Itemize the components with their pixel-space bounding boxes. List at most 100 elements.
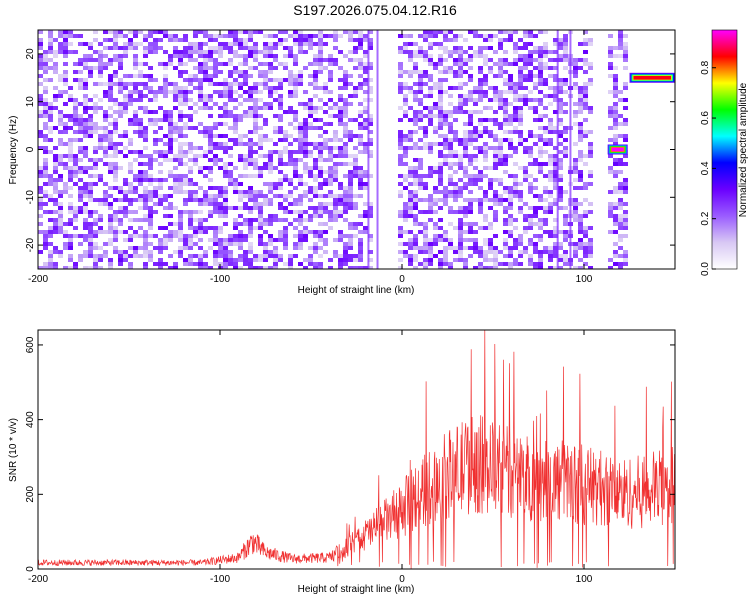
heatmap-cell xyxy=(108,114,113,118)
heatmap-cell xyxy=(233,50,238,54)
heatmap-cell xyxy=(563,238,568,242)
heatmap-cell xyxy=(463,102,468,106)
heatmap-cell xyxy=(258,106,263,110)
heatmap-cell xyxy=(228,50,233,54)
heatmap-cell xyxy=(273,182,278,186)
heatmap-cell xyxy=(318,98,323,102)
heatmap-cell xyxy=(263,50,268,54)
heatmap-cell xyxy=(518,206,523,210)
heatmap-cell xyxy=(508,118,513,122)
heatmap-cell xyxy=(418,46,423,50)
heatmap-cell xyxy=(278,194,283,198)
heatmap-cell xyxy=(243,90,248,94)
heatmap-cell xyxy=(573,170,578,174)
heatmap-cell xyxy=(238,254,243,258)
heatmap-cell xyxy=(358,30,363,34)
heatmap-cell xyxy=(348,238,353,242)
heatmap-cell xyxy=(528,134,533,138)
heatmap-cell xyxy=(613,46,618,50)
heatmap-cell xyxy=(248,74,253,78)
heatmap-cell xyxy=(413,222,418,226)
heatmap-cell xyxy=(68,194,73,198)
heatmap-cell xyxy=(38,58,43,62)
heatmap-cell xyxy=(403,82,408,86)
heatmap-cell xyxy=(368,90,373,94)
heatmap-cell xyxy=(453,182,458,186)
heatmap-cell xyxy=(573,198,578,202)
heatmap-cell xyxy=(243,254,248,258)
heatmap-cell xyxy=(253,114,258,118)
heatmap-cell xyxy=(203,62,208,66)
heatmap-cell xyxy=(138,150,143,154)
heatmap-cell xyxy=(238,238,243,242)
heatmap-cell xyxy=(73,118,78,122)
heatmap-cell xyxy=(443,78,448,82)
heatmap-cell xyxy=(308,262,313,266)
heatmap-cell xyxy=(268,78,273,82)
heatmap-cell xyxy=(498,250,503,254)
heatmap-cell xyxy=(608,50,613,54)
heatmap-cell xyxy=(488,58,493,62)
heatmap-cell xyxy=(113,142,118,146)
heatmap-cell xyxy=(613,186,618,190)
heatmap-cell xyxy=(68,42,73,46)
heatmap-cell xyxy=(583,134,588,138)
heatmap-cell xyxy=(123,250,128,254)
heatmap-cell xyxy=(558,266,563,269)
heatmap-cell xyxy=(613,94,618,98)
heatmap-cell xyxy=(468,66,473,70)
heatmap-cell xyxy=(63,30,68,34)
heatmap-cell xyxy=(318,210,323,214)
heatmap-cell xyxy=(323,142,328,146)
heatmap-cell xyxy=(318,238,323,242)
heatmap-cell xyxy=(128,246,133,250)
heatmap-cell xyxy=(473,174,478,178)
heatmap-cell xyxy=(78,178,83,182)
heatmap-cell xyxy=(563,126,568,130)
heatmap-cell xyxy=(108,86,113,90)
heatmap-cell xyxy=(108,106,113,110)
heatmap-cell xyxy=(38,130,43,134)
heatmap-cell xyxy=(88,250,93,254)
heatmap-cell xyxy=(308,218,313,222)
heatmap-cell xyxy=(323,210,328,214)
heatmap-cell xyxy=(268,102,273,106)
heatmap-cell xyxy=(353,38,358,42)
heatmap-cell xyxy=(528,78,533,82)
heatmap-cell xyxy=(168,110,173,114)
heatmap-cell xyxy=(543,106,548,110)
heatmap-cell xyxy=(433,142,438,146)
heatmap-cell xyxy=(588,106,593,110)
heatmap-cell xyxy=(613,230,618,234)
heatmap-cell xyxy=(188,258,193,262)
heatmap-cell xyxy=(278,86,283,90)
heatmap-cell xyxy=(583,182,588,186)
heatmap-cell xyxy=(118,90,123,94)
heatmap-cell xyxy=(523,98,528,102)
heatmap-cell xyxy=(493,146,498,150)
heatmap-cell xyxy=(538,234,543,238)
heatmap-cell xyxy=(158,246,163,250)
heatmap-cell xyxy=(528,258,533,262)
heatmap-cell xyxy=(233,70,238,74)
heatmap-cell xyxy=(558,206,563,210)
heatmap-cell xyxy=(583,42,588,46)
heatmap-cell xyxy=(418,230,423,234)
heatmap-cell xyxy=(58,178,63,182)
heatmap-cell xyxy=(283,146,288,150)
heatmap-cell xyxy=(448,30,453,34)
heatmap-cell xyxy=(193,230,198,234)
heatmap-cell xyxy=(238,42,243,46)
colorbar-ticks: 0.00.20.40.60.8 xyxy=(700,60,716,276)
heatmap-cell xyxy=(578,66,583,70)
heatmap-cell xyxy=(608,202,613,206)
heatmap-cell xyxy=(523,138,528,142)
heatmap-cell xyxy=(478,250,483,254)
heatmap-cell xyxy=(353,206,358,210)
heatmap-cell xyxy=(58,94,63,98)
heatmap-cell xyxy=(468,90,473,94)
heatmap-cell xyxy=(513,30,518,34)
snr-ylabel: SNR (10 * v/v) xyxy=(8,418,19,482)
heatmap-cell xyxy=(53,230,58,234)
heatmap-cell xyxy=(428,54,433,58)
